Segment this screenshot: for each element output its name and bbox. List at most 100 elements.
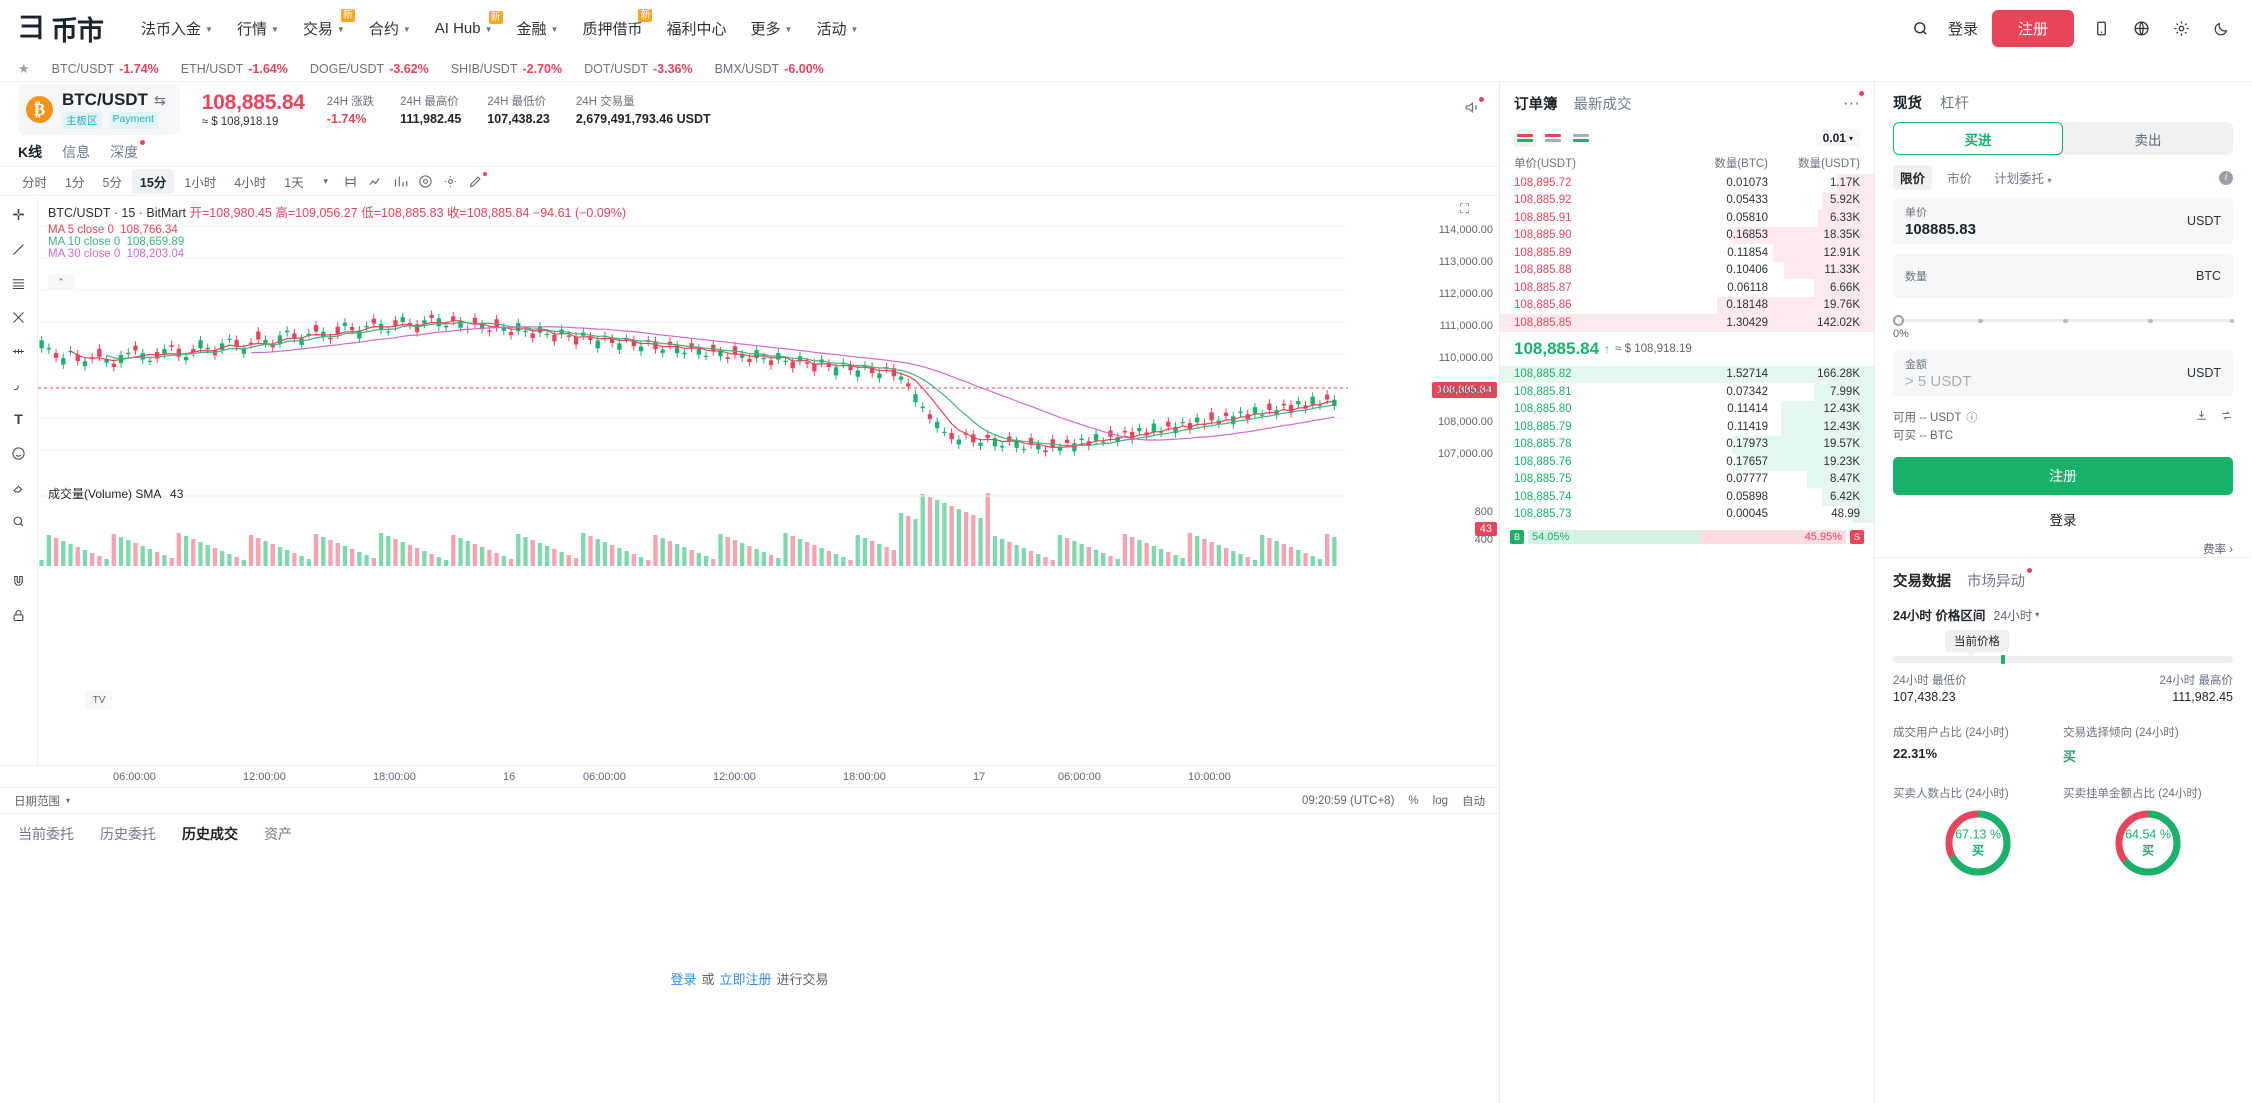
orderbook-row[interactable]: 108,885.74 0.05898 6.42K [1500,488,1874,506]
timeframe-4小时[interactable]: 4小时 [234,175,267,190]
view-mode-bids-icon[interactable] [1570,130,1592,147]
orderbook-row[interactable]: 108,885.82 1.52714 166.28K [1500,365,1874,383]
orderbook-row[interactable]: 108,885.76 0.17657 19.23K [1500,453,1874,471]
slider-step-75[interactable] [2148,318,2153,323]
fullscreen-icon[interactable]: ⛶ [1459,201,1469,216]
slider-knob[interactable] [1893,315,1904,326]
orderbook-row[interactable]: 108,885.79 0.11419 12.43K [1500,418,1874,436]
order-type-市价[interactable]: 市价 [1947,172,1973,186]
crosshair-icon[interactable]: ✛ [12,207,25,224]
nav-item-更多[interactable]: 更多 ▼ [750,21,793,38]
timeframe-分时[interactable]: 分时 [22,175,48,190]
settings-gear-icon[interactable] [2168,16,2194,42]
language-globe-icon[interactable] [2128,16,2154,42]
timeframe-1天[interactable]: 1天 [284,175,304,190]
pair-selector[interactable]: ₿ BTC/USDT ⇆ 主板区 Payment [18,84,180,135]
favorite-star-icon[interactable]: ★ [18,61,30,76]
nav-item-AI Hub[interactable]: AI Hub ▼ 新 [434,11,503,37]
timeframe-15分[interactable]: 15分 [131,168,175,194]
eraser-icon[interactable] [7,476,31,498]
trendline-icon[interactable] [7,238,31,260]
order-tab-当前委托[interactable]: 当前委托 [18,826,74,842]
trade-tab-现货[interactable]: 现货 [1893,95,1922,112]
login-cta-button[interactable]: 登录 [2049,513,2077,528]
tradingview-logo-icon[interactable]: TV [86,691,112,709]
orderbook-row[interactable]: 108,885.90 0.16853 18.35K [1500,226,1874,244]
lock-icon[interactable] [7,604,31,626]
orderbook-row[interactable]: 108,885.91 0.05810 6.33K [1500,209,1874,227]
view-mode-both-icon[interactable] [1514,129,1536,147]
order-tab-历史成交[interactable]: 历史成交 [182,826,238,842]
orders-register-link[interactable]: 立即注册 [719,972,772,987]
orderbook-row[interactable]: 108,885.80 0.11414 12.43K [1500,400,1874,418]
fee-rate-link[interactable]: 费率 › [2202,544,2233,556]
slider-step-100[interactable] [2229,318,2235,323]
pitchfork-icon[interactable] [7,306,31,328]
view-mode-asks-icon[interactable] [1542,130,1564,147]
orders-login-link[interactable]: 登录 [670,972,697,987]
order-tab-历史委托[interactable]: 历史委托 [100,826,156,842]
measure-icon[interactable] [7,340,31,362]
orderbook-row[interactable]: 108,885.89 0.11854 12.91K [1500,244,1874,262]
chevron-down-icon[interactable]: ▾ [66,796,71,805]
timeframe-1小时[interactable]: 1小时 [184,175,217,190]
draw-pencil-icon[interactable] [465,170,487,192]
chart-settings-icon[interactable] [440,170,462,192]
nav-item-金融[interactable]: 金融 ▼ [516,21,559,38]
nav-item-交易[interactable]: 交易 ▼ 新 [302,9,355,38]
ticker-item[interactable]: BMX/USDT -6.00% [714,62,824,76]
announcement-icon[interactable] [1464,96,1484,121]
orderbook-row[interactable]: 108,885.85 1.30429 142.02K [1500,314,1874,332]
register-cta-button[interactable]: 注册 [1893,457,2233,495]
amount-input[interactable]: 数量 BTC [1893,253,2233,299]
log-scale-button[interactable]: log [1432,794,1448,807]
trade-tab-杠杆[interactable]: 杠杆 [1940,95,1969,112]
amount-slider[interactable]: 0% [1893,312,2235,340]
nav-item-福利中心[interactable]: 福利中心 [666,21,727,38]
chart-type-icon[interactable] [365,170,387,192]
chart-tab-深度[interactable]: 深度 [110,139,146,162]
orderbook-row[interactable]: 108,885.81 0.07342 7.99K [1500,383,1874,401]
orderbook-tab-订单簿[interactable]: 订单簿 [1514,96,1558,113]
orderbook-row[interactable]: 108,885.87 0.06118 6.66K [1500,279,1874,297]
deposit-icon[interactable] [2195,409,2208,425]
nav-item-质押借币[interactable]: 质押借币新 [582,9,653,38]
timeframe-1分[interactable]: 1分 [65,175,85,190]
market-data-tab-交易数据[interactable]: 交易数据 [1893,574,1951,590]
nav-register-button[interactable]: 注册 [1991,10,2074,47]
price-input[interactable]: 单价 108885.83 USDT [1893,198,2233,244]
timeframe-5分[interactable]: 5分 [102,175,122,190]
orderbook-row[interactable]: 108,885.88 0.10406 11.33K [1500,261,1874,279]
balance-help-icon[interactable]: ⓘ [1966,412,1978,424]
search-icon[interactable] [1908,16,1934,42]
chevron-down-icon[interactable]: ▾ [323,175,328,186]
bar-chart-icon[interactable] [390,170,412,192]
brush-icon[interactable] [7,374,31,396]
market-data-tab-市场异动[interactable]: 市场异动 [1967,568,2032,591]
orderbook-row[interactable]: 108,885.75 0.07777 8.47K [1500,470,1874,488]
nav-item-合约[interactable]: 合约 ▼ [368,21,411,38]
orderbook-row[interactable]: 108,885.92 0.05433 5.92K [1500,191,1874,209]
ticker-item[interactable]: DOT/USDT -3.36% [584,62,693,76]
price-axis[interactable]: 114,000.00 113,000.00 112,000.00 111,000.00… [1425,196,1499,765]
orderbook-tab-最新成交[interactable]: 最新成交 [1573,96,1632,113]
orderbook-row[interactable]: 108,895.72 0.01073 1.17K [1500,174,1874,192]
info-icon[interactable]: i [2219,170,2233,185]
ticker-item[interactable]: SHIB/USDT -2.70% [450,62,563,76]
order-type-限价[interactable]: 限价 [1893,165,1933,190]
orderbook-more-icon[interactable]: ··· [1843,91,1864,111]
orderbook-row[interactable]: 108,885.73 0.00045 48.99 [1500,505,1874,523]
dark-mode-icon[interactable] [2208,16,2234,42]
text-tool-icon[interactable]: T [14,411,23,427]
swap-icon[interactable]: ⇆ [153,91,166,108]
price-chart[interactable]: BTC/USDT · 15 · BitMart 开=108,980.45 高=1… [38,196,1499,765]
order-type-计划委托[interactable]: 计划委托 ▾ [1994,172,2052,186]
orderbook-row[interactable]: 108,885.86 0.18148 19.76K [1500,296,1874,314]
total-input[interactable]: 金额 > 5 USDT USDT [1893,350,2233,396]
nav-item-行情[interactable]: 行情 ▼ [236,21,279,38]
auto-scale-button[interactable]: 自动 [1462,795,1485,808]
mobile-app-icon[interactable] [2088,16,2114,42]
nav-item-法币入金[interactable]: 法币入金 ▼ [141,21,213,38]
zoom-icon[interactable] [7,510,31,532]
snapshot-icon[interactable] [415,170,437,192]
